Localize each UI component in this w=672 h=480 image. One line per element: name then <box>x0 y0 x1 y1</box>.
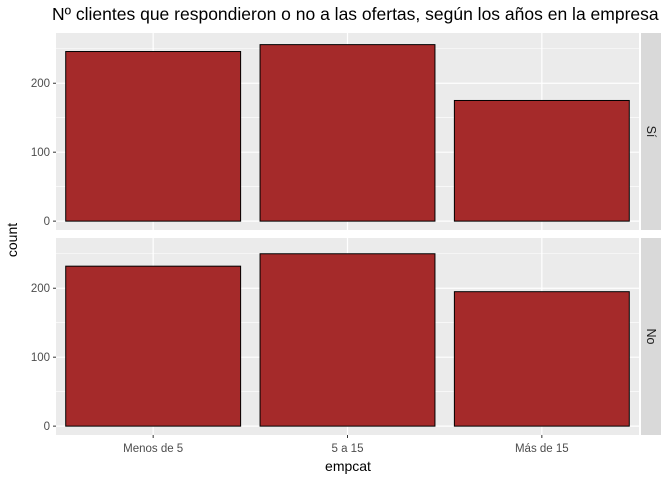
facet-panel-1: 0 100 200 No <box>31 238 661 435</box>
x-tick-label: Menos de 5 <box>123 443 183 455</box>
y-tick-label: 0 <box>44 216 50 228</box>
x-tick-label: 5 a 15 <box>332 443 364 455</box>
bar <box>259 44 436 222</box>
y-tick-label: 200 <box>31 283 50 295</box>
bar <box>453 99 630 222</box>
bar <box>65 265 242 427</box>
y-tick-label: 100 <box>31 352 50 364</box>
chart-title: Nº clientes que respondieron o no a las … <box>52 4 659 24</box>
bar <box>453 291 630 427</box>
facet-panels: 0 100 200 Sí 0 100 200 No <box>31 33 661 435</box>
y-tick-label: 200 <box>31 78 50 90</box>
y-tick-label: 0 <box>44 421 50 433</box>
facet-strip-label: No <box>644 329 658 345</box>
facet-panel-0: 0 100 200 Sí <box>31 33 661 230</box>
facet-strip-label: Sí <box>644 126 658 138</box>
x-axis: Menos de 5 5 a 15 Más de 15 <box>123 435 569 455</box>
y-tick-label: 100 <box>31 147 50 159</box>
bar <box>65 51 242 222</box>
facet-strip <box>641 238 661 435</box>
x-tick-label: Más de 15 <box>515 443 569 455</box>
bar <box>259 253 436 427</box>
x-axis-title: empcat <box>325 458 371 474</box>
y-axis-title: count <box>4 223 20 257</box>
facet-strip <box>641 33 661 230</box>
